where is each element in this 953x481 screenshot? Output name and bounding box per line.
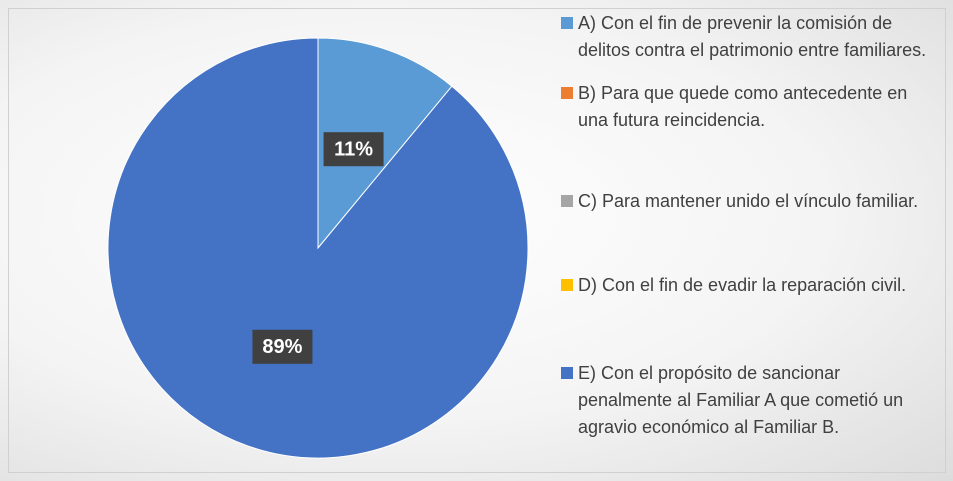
legend-item: D) Con el fin de evadir la reparación ci… xyxy=(560,272,935,299)
pie-slice xyxy=(107,37,529,459)
legend-label: A) Con el fin de prevenir la comisión de… xyxy=(578,13,927,60)
legend-swatch xyxy=(561,87,573,99)
legend-swatch xyxy=(561,17,573,29)
data-label-box xyxy=(252,329,313,364)
legend-item: B) Para que quede como antecedente en un… xyxy=(560,80,935,134)
chart-frame xyxy=(8,8,946,473)
data-label-group: 89% xyxy=(252,329,313,364)
legend-item: C) Para mantener unido el vínculo famili… xyxy=(560,188,935,215)
legend-swatch xyxy=(561,195,573,207)
legend-label: D) Con el fin de evadir la reparación ci… xyxy=(578,275,907,295)
legend-item: E) Con el propósito de sancionar penalme… xyxy=(560,360,935,441)
legend-swatch xyxy=(561,279,573,291)
legend-label: E) Con el propósito de sancionar penalme… xyxy=(578,363,904,437)
data-label-group: 11% xyxy=(323,132,384,167)
data-label: 11% xyxy=(334,138,373,160)
pie-slice xyxy=(317,37,453,250)
legend-label: B) Para que quede como antecedente en un… xyxy=(578,83,908,130)
data-label: 89% xyxy=(262,336,302,358)
legend-swatch xyxy=(561,367,573,379)
legend-item: A) Con el fin de prevenir la comisión de… xyxy=(560,10,935,64)
data-label-box xyxy=(323,132,384,167)
legend-label: C) Para mantener unido el vínculo famili… xyxy=(578,191,919,211)
